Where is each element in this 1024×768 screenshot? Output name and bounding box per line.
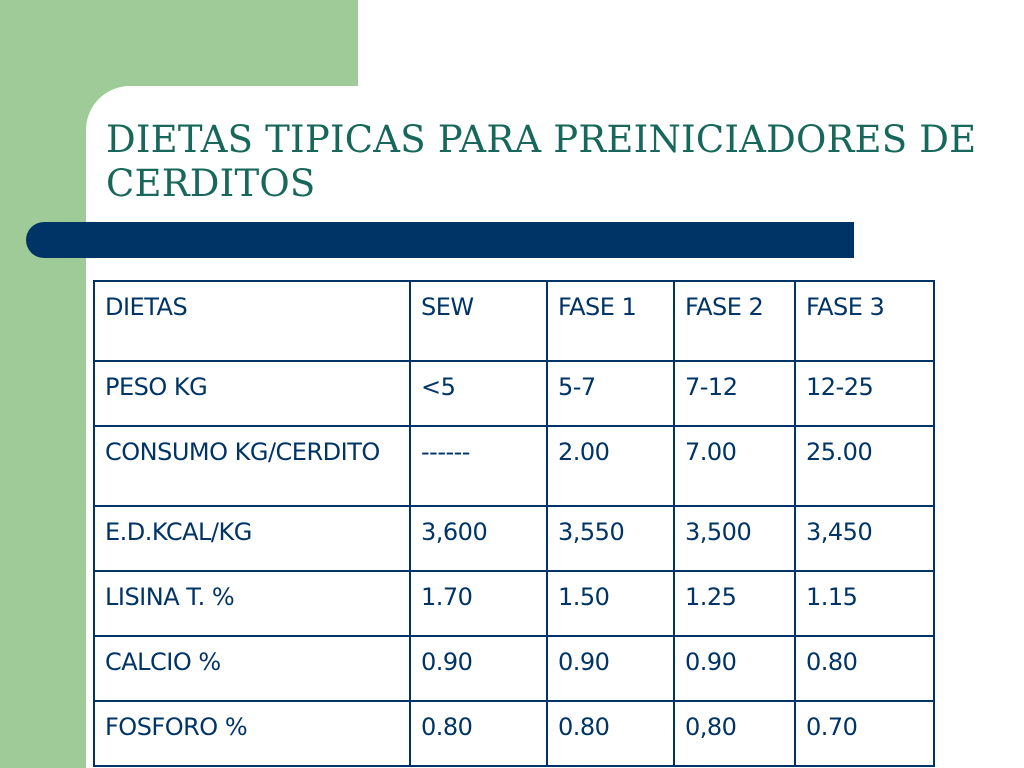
table-cell: 3,450 bbox=[794, 505, 935, 572]
header-cell: FASE 2 bbox=[673, 280, 796, 362]
diet-table: DIETAS SEW FASE 1 FASE 2 FASE 3 PESO KG … bbox=[93, 280, 935, 767]
table-cell: 3,600 bbox=[409, 505, 548, 572]
table-cell: <5 bbox=[409, 360, 548, 427]
table-cell: 7-12 bbox=[673, 360, 796, 427]
row-label-cell: PESO KG bbox=[93, 360, 411, 427]
table-cell: ------ bbox=[409, 425, 548, 507]
slide-title: DIETAS TIPICAS PARA PREINICIADORES DE CE… bbox=[106, 118, 977, 205]
table-cell: 0.70 bbox=[794, 700, 935, 767]
header-cell: SEW bbox=[409, 280, 548, 362]
table-cell: 0.80 bbox=[794, 635, 935, 702]
table-cell: 0.80 bbox=[409, 700, 548, 767]
table-cell: 3,550 bbox=[546, 505, 675, 572]
table-cell: 0,80 bbox=[673, 700, 796, 767]
table-cell: 0.90 bbox=[409, 635, 548, 702]
table-cell: 5-7 bbox=[546, 360, 675, 427]
table-cell: 1.50 bbox=[546, 570, 675, 637]
row-label-cell: FOSFORO % bbox=[93, 700, 411, 767]
table-cell: 1.70 bbox=[409, 570, 548, 637]
table-cell: 0.80 bbox=[546, 700, 675, 767]
table-cell: 7.00 bbox=[673, 425, 796, 507]
table-row: CALCIO % 0.90 0.90 0.90 0.80 bbox=[93, 635, 935, 702]
row-label-cell: LISINA T. % bbox=[93, 570, 411, 637]
table-row: CONSUMO KG/CERDITO ------ 2.00 7.00 25.0… bbox=[93, 425, 935, 507]
table-cell: 0.90 bbox=[673, 635, 796, 702]
table-cell: 25.00 bbox=[794, 425, 935, 507]
table-cell: 0.90 bbox=[546, 635, 675, 702]
table-cell: 2.00 bbox=[546, 425, 675, 507]
row-label-cell: CALCIO % bbox=[93, 635, 411, 702]
row-label-cell: E.D.KCAL/KG bbox=[93, 505, 411, 572]
table-row: LISINA T. % 1.70 1.50 1.25 1.15 bbox=[93, 570, 935, 637]
table-row: FOSFORO % 0.80 0.80 0,80 0.70 bbox=[93, 700, 935, 767]
row-label-cell: CONSUMO KG/CERDITO bbox=[93, 425, 411, 507]
table-row: E.D.KCAL/KG 3,600 3,550 3,500 3,450 bbox=[93, 505, 935, 572]
table-row: PESO KG <5 5-7 7-12 12-25 bbox=[93, 360, 935, 427]
header-cell: DIETAS bbox=[93, 280, 411, 362]
table-header-row: DIETAS SEW FASE 1 FASE 2 FASE 3 bbox=[93, 280, 935, 362]
table-cell: 3,500 bbox=[673, 505, 796, 572]
title-underline-bar bbox=[26, 222, 854, 258]
table-cell: 12-25 bbox=[794, 360, 935, 427]
header-cell: FASE 3 bbox=[794, 280, 935, 362]
table-cell: 1.15 bbox=[794, 570, 935, 637]
table-cell: 1.25 bbox=[673, 570, 796, 637]
header-cell: FASE 1 bbox=[546, 280, 675, 362]
